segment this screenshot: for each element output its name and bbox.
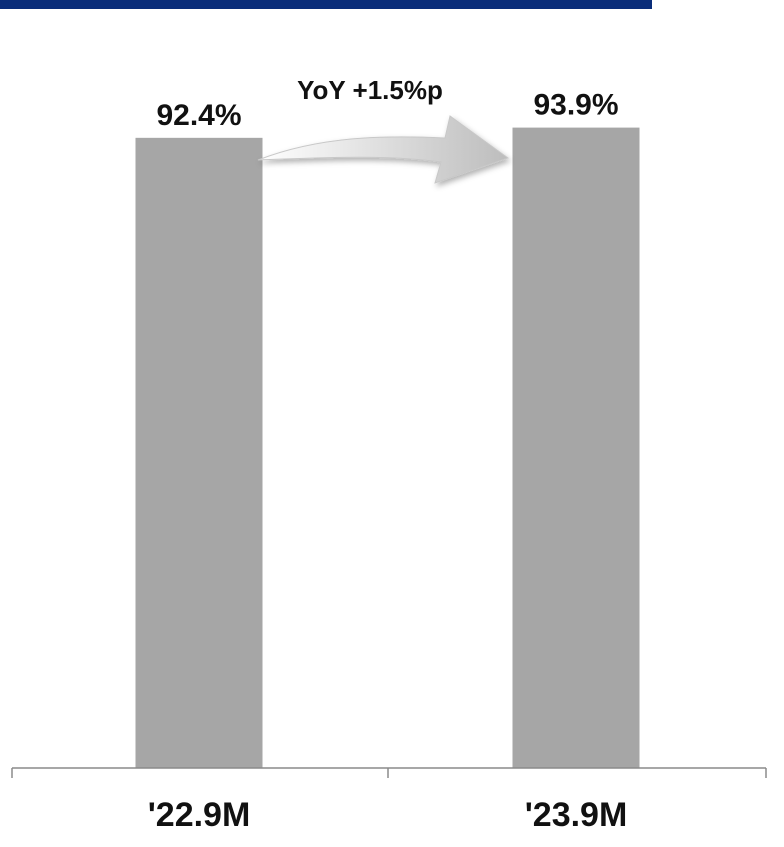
yoy-annotation-text: YoY +1.5%p [297, 75, 443, 105]
header-band [0, 0, 652, 9]
x-tick-label: '22.9M [148, 796, 251, 834]
x-tick-label: '23.9M [525, 796, 628, 834]
x-axis [11, 767, 767, 778]
bar [135, 137, 263, 768]
bar [512, 127, 640, 769]
data-label: 93.9% [533, 89, 618, 122]
data-label: 92.4% [156, 99, 241, 132]
bars-layer [135, 127, 640, 769]
x-tick-labels: '22.9M '23.9M [148, 796, 628, 834]
value-labels-layer: 92.4% 93.9% [156, 89, 618, 132]
curved-arrow-icon [257, 115, 510, 184]
yoy-annotation: YoY +1.5%p [257, 75, 510, 184]
